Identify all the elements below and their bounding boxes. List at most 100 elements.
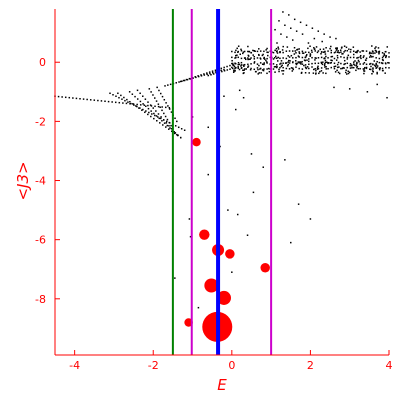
data-point (231, 62, 233, 65)
data-point (314, 62, 316, 65)
data-point (375, 67, 377, 69)
data-point (243, 50, 246, 53)
data-point (341, 53, 343, 55)
data-point (337, 61, 340, 64)
data-point (174, 277, 176, 279)
data-point (147, 113, 149, 116)
data-point (375, 64, 378, 66)
data-point (298, 56, 300, 58)
data-point (165, 102, 167, 104)
data-point (376, 65, 379, 67)
data-point (320, 56, 323, 59)
data-point (374, 49, 377, 52)
data-point (265, 59, 267, 62)
data-point (368, 52, 371, 55)
data-point (282, 69, 285, 72)
data-point (317, 67, 320, 70)
data-point (168, 108, 171, 110)
data-point (345, 69, 347, 72)
data-point (252, 49, 254, 52)
data-point (282, 62, 284, 64)
data-point (250, 63, 252, 65)
data-point (349, 63, 352, 65)
data-point (157, 103, 160, 105)
data-point (259, 67, 262, 70)
data-point (345, 46, 348, 49)
data-point (320, 67, 323, 69)
data-point (220, 69, 222, 72)
data-point (233, 69, 235, 71)
data-point (247, 57, 249, 59)
data-point (267, 51, 269, 54)
data-point (305, 55, 308, 57)
data-point (336, 63, 339, 66)
data-point (324, 66, 326, 68)
data-point (259, 50, 262, 52)
data-point (155, 110, 157, 112)
data-point (310, 49, 313, 52)
data-point (382, 55, 385, 57)
data-point (214, 69, 217, 71)
data-point (357, 59, 360, 62)
data-point (324, 50, 326, 53)
data-point (363, 61, 366, 64)
data-point (372, 67, 374, 69)
data-point (349, 51, 352, 53)
data-point (341, 67, 344, 70)
data-point (343, 59, 346, 62)
data-point (319, 48, 321, 51)
data-point (363, 55, 365, 57)
highlight-point (192, 137, 201, 147)
data-point (296, 62, 298, 65)
data-point (334, 71, 337, 73)
data-point (266, 51, 268, 54)
data-point (130, 102, 132, 105)
data-point (375, 50, 377, 52)
data-point (262, 69, 265, 72)
data-point (349, 67, 352, 69)
data-point (157, 116, 159, 118)
data-point (290, 67, 293, 69)
data-point (197, 75, 199, 77)
axes-layer: -4 -2 0 2 4 -8 -6 -4 -2 0 (35, 9, 393, 372)
data-point (261, 69, 264, 71)
data-point (242, 64, 245, 66)
data-point (136, 98, 139, 100)
data-point (120, 94, 122, 97)
data-point (147, 101, 149, 103)
data-point (124, 99, 126, 102)
data-point (160, 117, 162, 120)
data-point (311, 66, 313, 68)
data-point (266, 72, 268, 75)
data-point (376, 83, 378, 86)
data-point (275, 47, 278, 50)
data-point (233, 65, 236, 68)
data-point (356, 51, 358, 54)
x-tick-label: -2 (148, 359, 159, 372)
data-point (356, 57, 358, 59)
y-tick-label: -8 (35, 293, 46, 306)
data-point (333, 51, 336, 54)
data-point (369, 68, 372, 71)
data-point (363, 72, 365, 75)
data-point (139, 107, 141, 109)
data-point (136, 103, 138, 106)
data-point (192, 77, 194, 79)
data-point (314, 57, 316, 59)
vertical-lines-layer (171, 9, 273, 355)
data-point (162, 124, 164, 126)
data-point (250, 153, 253, 155)
data-point (364, 66, 366, 69)
data-point (256, 63, 259, 65)
data-point (254, 50, 256, 52)
data-point (315, 57, 317, 59)
data-point (352, 63, 355, 65)
data-point (122, 102, 124, 104)
data-point (306, 66, 309, 68)
data-point (285, 50, 288, 52)
data-point (256, 67, 259, 69)
data-point (298, 67, 300, 70)
data-point (386, 46, 389, 48)
data-point (238, 68, 241, 71)
data-point (253, 50, 256, 52)
